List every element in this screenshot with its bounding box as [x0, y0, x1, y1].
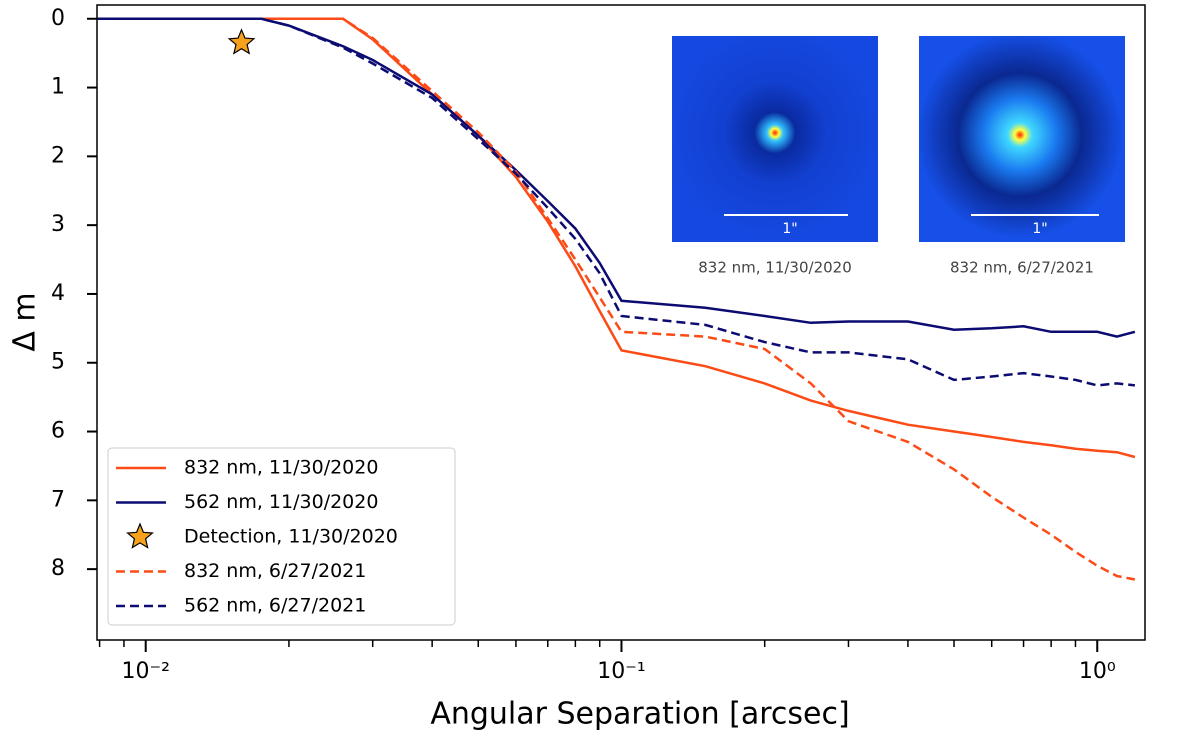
scale-label: 1"	[782, 221, 797, 237]
y-tick-label: 8	[51, 556, 65, 581]
scale-label: 1"	[1032, 221, 1047, 237]
inset-image	[672, 36, 878, 242]
series-line	[97, 17, 1136, 387]
x-tick-label: 10⁰	[1079, 659, 1116, 684]
inset-2: 1" 832 nm, 6/27/2021	[919, 36, 1125, 277]
legend-label: 832 nm, 11/30/2020	[184, 457, 378, 479]
y-tick-label: 4	[51, 281, 65, 306]
x-tick-label: 10⁻²	[121, 659, 169, 684]
y-tick-label: 1	[51, 75, 65, 100]
legend-box	[107, 447, 456, 626]
y-tick-label: 3	[51, 212, 65, 237]
inset-caption: 832 nm, 11/30/2020	[698, 259, 852, 277]
y-tick-label: 0	[51, 6, 65, 31]
legend-label: 832 nm, 6/27/2021	[184, 560, 366, 582]
star-marker	[227, 28, 256, 55]
series-line	[97, 17, 1136, 338]
y-tick-label: 6	[51, 419, 65, 444]
y-axis-label: Δ m	[8, 292, 43, 351]
inset-image	[919, 36, 1125, 242]
inset-caption: 832 nm, 6/27/2021	[950, 259, 1094, 277]
series-line	[97, 17, 1136, 581]
legend-marker	[126, 522, 154, 549]
x-axis-label: Angular Separation [arcsec]	[430, 697, 849, 732]
x-tick-label: 10⁻¹	[597, 659, 645, 684]
plot-frame	[96, 4, 1146, 641]
inset-1: 1" 832 nm, 11/30/2020	[672, 36, 878, 277]
y-tick-label: 7	[51, 487, 65, 512]
legend-label: 562 nm, 6/27/2021	[184, 595, 366, 617]
y-tick-label: 2	[51, 143, 65, 168]
legend-label: Detection, 11/30/2020	[184, 526, 398, 548]
y-tick-label: 5	[51, 350, 65, 375]
legend-label: 562 nm, 11/30/2020	[184, 491, 378, 513]
